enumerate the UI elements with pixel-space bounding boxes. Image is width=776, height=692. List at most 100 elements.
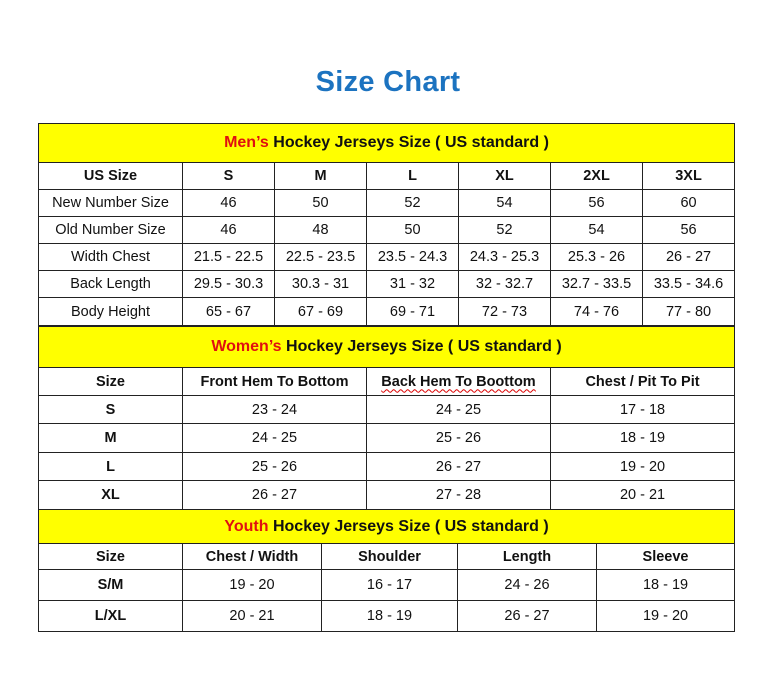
column-header-label: 3XL [675,168,702,184]
section-title-label: Hockey Jerseys Size ( US standard ) [268,134,549,151]
column-header-label: S [223,168,234,184]
row-label-cell: Old Number Size [38,216,183,244]
value-cell: 18 - 19 [595,569,736,601]
section-accent-label: Men’s [224,134,269,151]
value-cell: 24 - 25 [366,395,551,424]
column-header-row: Size Front Hem To Bottom Back Hem To Boott… [38,367,736,396]
value-cell: 30.3 - 31 [274,270,367,298]
value-cell: 32.7 - 33.5 [550,270,643,298]
column-header-row: US Size S M L XL 2XL 3XL [38,162,736,190]
value-cell: 56 [641,216,736,244]
row-label-cell: L [38,452,183,481]
column-header: Chest / Width [182,543,322,570]
column-header: Size [38,543,183,570]
table-row: Body Height 65 - 67 67 - 69 69 - 71 72 - 73 7… [38,297,736,326]
row-label-cell: Back Length [38,270,183,298]
value-cell: 23 - 24 [182,395,367,424]
value-cell: 54 [458,189,551,217]
value-cell: 19 - 20 [182,569,322,601]
value-cell: 17 - 18 [549,395,736,424]
table-row: XL 26 - 27 27 - 28 20 - 21 [38,480,736,510]
table-row: L/XL 20 - 21 18 - 19 26 - 27 19 - 20 [38,600,736,632]
youth-section-header: Youth Hockey Jerseys Size ( US standard … [37,509,736,544]
section-title-label: Hockey Jerseys Size ( US standard ) [268,517,549,535]
value-cell: 26 - 27 [182,480,367,510]
column-header-label: Front Hem To Bottom [200,373,349,390]
column-header: Back Hem To Boottom [366,367,551,396]
row-label-cell: S/M [38,569,183,601]
column-header-label: Chest / Width [205,548,299,565]
section-accent-label: Women’s [211,338,282,355]
value-cell: 19 - 20 [549,452,736,481]
column-header-label: M [314,168,327,184]
column-header-label: Length [502,548,552,565]
value-cell: 26 - 27 [641,243,736,271]
womens-size-table: Women’s Hockey Jerseys Size ( US standar… [37,326,736,510]
value-cell: 18 - 19 [549,423,736,453]
value-cell: 74 - 76 [550,297,643,326]
column-header-label: 2XL [583,168,610,184]
column-header: Size [38,367,183,396]
row-label-cell: Body Height [38,297,183,326]
value-cell: 52 [458,216,551,244]
table-row: Old Number Size 46 48 50 52 54 56 [38,216,736,244]
table-row: Back Length 29.5 - 30.3 30.3 - 31 31 - 32 32… [38,270,736,298]
value-cell: 46 [182,189,275,217]
value-cell: 16 - 17 [321,569,458,601]
row-label-cell: M [38,423,183,453]
value-cell: 52 [366,189,459,217]
men-section-header: Men’s Hockey Jerseys Size ( US standard … [37,123,736,163]
column-header-label: Back Hem To Boottom [381,373,536,390]
column-header-label: Sleeve [642,548,689,565]
column-header: 2XL [550,162,643,190]
column-header-label: Size [95,373,125,390]
value-cell: 50 [274,189,367,217]
column-header-label: XL [495,168,514,184]
value-cell: 46 [182,216,275,244]
column-header: US Size [38,162,183,190]
column-header-label: L [408,168,417,184]
column-header: M [274,162,367,190]
table-row: New Number Size 46 50 52 54 56 60 [38,189,736,217]
value-cell: 24.3 - 25.3 [458,243,551,271]
table-row: L 25 - 26 26 - 27 19 - 20 [38,452,736,481]
column-header-label: Size [95,548,125,565]
column-header-label: Shoulder [358,548,421,565]
value-cell: 29.5 - 30.3 [182,270,275,298]
column-header-row: Size Chest / Width Shoulder Length Sleeve [38,543,736,570]
value-cell: 22.5 - 23.5 [274,243,367,271]
column-header: L [366,162,459,190]
value-cell: 72 - 73 [458,297,551,326]
column-header-label: Chest / Pit To Pit [585,373,700,390]
row-label-cell: XL [38,480,183,510]
row-label-cell: New Number Size [38,189,183,217]
mens-size-table: Men’s Hockey Jerseys Size ( US standard … [37,123,736,326]
row-label-cell: S [38,395,183,424]
column-header: Length [457,543,597,570]
table-row: S/M 19 - 20 16 - 17 24 - 26 18 - 19 [38,569,736,601]
section-title-label: Hockey Jerseys Size ( US standard ) [281,338,562,355]
table-row: Width Chest 21.5 - 22.5 22.5 - 23.5 23.5 - … [38,243,736,271]
value-cell: 56 [550,189,643,217]
value-cell: 25 - 26 [182,452,367,481]
value-cell: 20 - 21 [182,600,322,632]
value-cell: 54 [550,216,643,244]
value-cell: 21.5 - 22.5 [182,243,275,271]
value-cell: 32 - 32.7 [458,270,551,298]
value-cell: 69 - 71 [366,297,459,326]
value-cell: 25 - 26 [366,423,551,453]
value-cell: 26 - 27 [366,452,551,481]
value-cell: 31 - 32 [366,270,459,298]
value-cell: 24 - 26 [457,569,597,601]
value-cell: 23.5 - 24.3 [366,243,459,271]
value-cell: 67 - 69 [274,297,367,326]
row-label-cell: Width Chest [38,243,183,271]
column-header: Shoulder [321,543,458,570]
youth-size-table: Youth Hockey Jerseys Size ( US standard … [37,509,736,632]
table-row: S 23 - 24 24 - 25 17 - 18 [38,395,736,424]
women-section-header: Women’s Hockey Jerseys Size ( US standar… [37,326,736,368]
column-header: Front Hem To Bottom [182,367,367,396]
column-header-label: US Size [83,168,138,184]
value-cell: 65 - 67 [182,297,275,326]
value-cell: 77 - 80 [641,297,736,326]
